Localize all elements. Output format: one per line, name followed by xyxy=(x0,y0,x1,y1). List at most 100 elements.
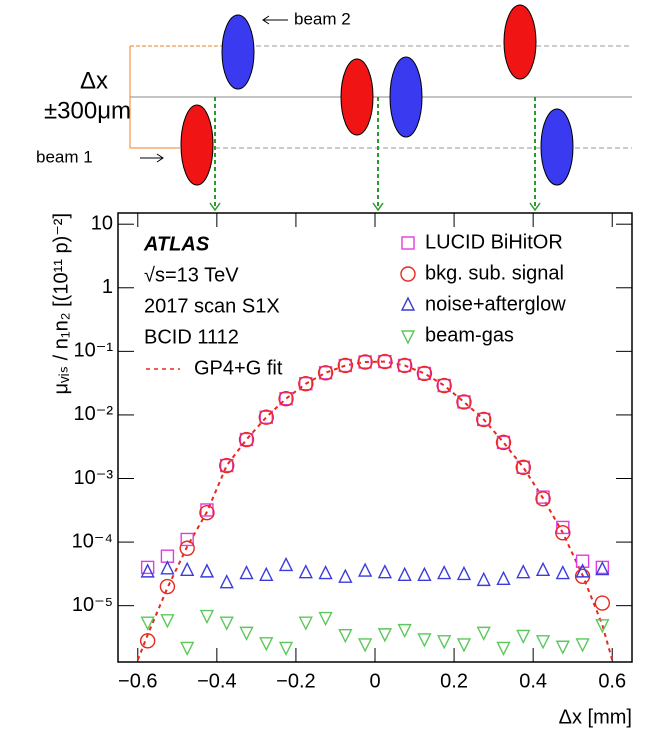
marker-triangle xyxy=(595,560,610,576)
x-axis-label: Δx [mm] xyxy=(559,706,632,728)
marker-square xyxy=(556,520,570,535)
legend-label: GP4+G fit xyxy=(194,357,283,379)
delta-label: Δx xyxy=(80,67,108,94)
marker-circle xyxy=(337,357,354,374)
marker-triangle xyxy=(400,296,416,311)
marker-triangle xyxy=(239,564,254,580)
legend-label: beam-gas xyxy=(425,324,514,346)
marker-triangle xyxy=(160,560,175,575)
x-tick-label: 0 xyxy=(369,670,380,692)
marker-square xyxy=(358,355,372,369)
marker-triangle xyxy=(437,635,452,650)
marker-triangle xyxy=(496,570,511,585)
marker-triangle xyxy=(259,637,274,652)
marker-triangle xyxy=(400,330,416,345)
marker-triangle xyxy=(298,564,313,579)
y-tick-label: 10⁻⁴ xyxy=(72,530,113,552)
marker-square xyxy=(279,392,293,406)
marker-circle xyxy=(199,504,215,521)
marker-square xyxy=(378,354,392,369)
x-tick-label: −0.6 xyxy=(118,670,157,692)
marker-square xyxy=(318,366,333,380)
beam-2-bunch xyxy=(389,56,423,138)
marker-circle xyxy=(159,578,176,595)
marker-triangle xyxy=(555,640,570,655)
beam-2-bunch xyxy=(540,108,574,186)
marker-circle xyxy=(535,491,551,507)
marker-circle xyxy=(456,394,472,410)
marker-triangle xyxy=(397,623,412,639)
marker-triangle xyxy=(140,563,155,578)
legend-label: noise+afterglow xyxy=(425,293,566,315)
annotation: ATLAS xyxy=(143,233,210,255)
legend-label: bkg. sub. signal xyxy=(425,262,564,284)
beam-2-label: beam 2 xyxy=(294,9,351,28)
marker-triangle xyxy=(575,638,590,653)
marker-triangle xyxy=(417,633,432,648)
arrow-head xyxy=(529,202,541,212)
pointer xyxy=(156,153,164,163)
marker-circle xyxy=(594,595,611,611)
arrow-head xyxy=(209,202,221,212)
marker-triangle xyxy=(377,628,393,643)
marker-triangle xyxy=(535,635,551,650)
marker-triangle xyxy=(259,566,274,582)
y-tick-label: 1 xyxy=(102,276,113,298)
marker-circle xyxy=(317,365,334,381)
annotation: √s=13 TeV xyxy=(144,264,239,286)
marker-square xyxy=(516,460,530,475)
marker-triangle xyxy=(219,616,234,631)
marker-circle xyxy=(555,525,571,541)
marker-square xyxy=(401,236,415,250)
marker-circle xyxy=(400,266,416,282)
marker-triangle xyxy=(595,619,610,634)
marker-triangle xyxy=(140,616,155,631)
marker-triangle xyxy=(278,641,294,657)
marker-circle xyxy=(357,354,373,370)
x-tick-label: −0.2 xyxy=(276,670,315,692)
marker-triangle xyxy=(377,564,393,579)
arrow-head xyxy=(372,202,384,212)
marker-triangle xyxy=(476,571,491,587)
beam-2-bunch xyxy=(221,14,255,90)
marker-circle xyxy=(396,357,413,374)
arrow-heads xyxy=(209,202,541,212)
points xyxy=(139,353,611,657)
marker-triangle xyxy=(417,566,432,582)
beam-1-bunch xyxy=(503,4,537,80)
beam-1-label: beam 1 xyxy=(36,147,93,166)
marker-circle xyxy=(258,409,274,425)
marker-triangle xyxy=(357,638,373,653)
marker-square xyxy=(180,532,194,547)
marker-circle xyxy=(219,457,235,474)
marker-circle xyxy=(377,353,393,370)
marker-triangle xyxy=(437,564,452,580)
marker-circle xyxy=(495,434,512,451)
marker-circle xyxy=(416,365,433,382)
marker-triangle xyxy=(516,629,531,645)
arrows xyxy=(214,97,536,208)
marker-triangle xyxy=(180,561,195,576)
y-tick-label: 10⁻³ xyxy=(74,467,114,489)
marker-triangle xyxy=(575,563,590,578)
annotation: 2017 scan S1X xyxy=(144,295,280,317)
legend-label: LUCID BiHitOR xyxy=(425,231,563,253)
x-tick-label: 0.2 xyxy=(440,670,468,692)
x-tick-label: −0.4 xyxy=(197,670,236,692)
marker-triangle xyxy=(456,565,472,581)
marker-square xyxy=(417,366,432,381)
marker-triangle xyxy=(298,616,313,631)
marker-triangle xyxy=(219,574,234,589)
annotation: BCID 1112 xyxy=(144,326,239,348)
fit xyxy=(136,360,614,661)
marker-square xyxy=(477,412,491,427)
beam-diagram: beam 2 beam 1 Δx ±300μm xyxy=(36,4,632,212)
marker-square xyxy=(140,560,155,575)
marker-circle xyxy=(574,568,591,584)
marker-triangle xyxy=(397,566,412,582)
marker-triangle xyxy=(180,641,195,657)
y-tick-label: 10⁻² xyxy=(74,403,114,425)
beam-1-bunch xyxy=(340,58,374,136)
fit-line xyxy=(136,360,614,661)
